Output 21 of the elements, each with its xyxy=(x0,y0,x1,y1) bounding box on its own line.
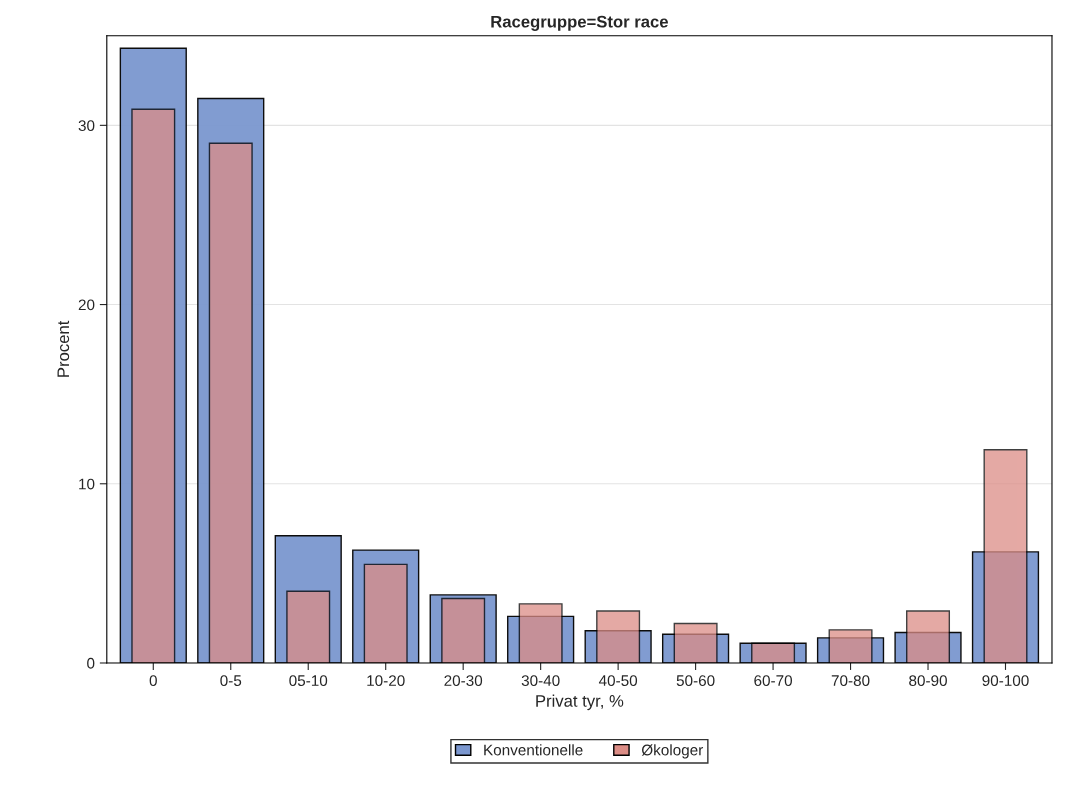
x-tick-label: 50-60 xyxy=(676,675,715,687)
y-axis-title: Procent xyxy=(57,320,70,377)
x-tick-label: 20-30 xyxy=(444,675,483,687)
x-tick-label: 60-70 xyxy=(754,675,793,687)
legend-label: Konventionelle xyxy=(484,744,583,756)
x-tick-label: 70-80 xyxy=(831,675,870,687)
x-tick-label: 40-50 xyxy=(598,675,638,687)
x-tick-label: 90-100 xyxy=(982,675,1029,687)
x-tick-label: 30-40 xyxy=(521,675,560,687)
x-tick-label: 10-20 xyxy=(367,675,405,687)
x-tick-label: 05-10 xyxy=(289,675,328,687)
y-tick-label: 30 xyxy=(78,120,95,132)
legend-label: Økologer xyxy=(641,744,704,759)
x-tick-label: 0 xyxy=(149,675,157,687)
chart-title: Racegruppe=Stor race xyxy=(491,15,668,31)
x-tick-label: 80-90 xyxy=(909,675,947,687)
y-tick-label: 20 xyxy=(78,299,95,311)
x-axis-title: Privat tyr, % xyxy=(536,694,624,711)
y-tick-label: 0 xyxy=(87,657,95,669)
x-tick-label: 0-5 xyxy=(220,675,242,687)
y-tick-label: 10 xyxy=(79,478,95,490)
